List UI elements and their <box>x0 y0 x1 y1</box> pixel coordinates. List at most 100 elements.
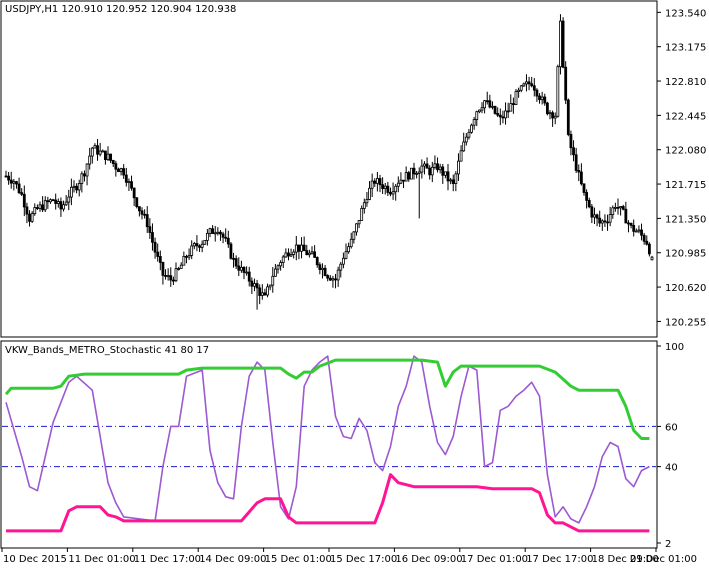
candle-body <box>127 181 131 184</box>
candle-body <box>143 213 147 216</box>
candle-body <box>93 145 97 149</box>
candle-body <box>449 179 453 182</box>
candle-body <box>33 207 37 215</box>
candle-body <box>600 220 604 224</box>
candle-body <box>355 223 358 233</box>
candle-body <box>457 160 460 175</box>
candle-body <box>383 185 387 189</box>
candle-body <box>394 185 398 193</box>
candle-body <box>153 241 157 253</box>
candle-body <box>341 257 345 265</box>
time-tick-label: 15 Dec 17:00 <box>330 554 397 565</box>
candle-body <box>211 228 215 234</box>
candle-body <box>171 279 175 282</box>
candle-body <box>464 136 468 143</box>
candle-body <box>313 251 317 258</box>
time-tick-label: 21 Dec 01:00 <box>630 554 697 565</box>
candle-body <box>498 114 502 118</box>
candle-body <box>360 208 364 221</box>
candle-body <box>624 208 628 224</box>
candle-body <box>192 243 196 247</box>
candle-body <box>347 246 351 253</box>
candle-body <box>25 206 29 215</box>
candle-body <box>391 191 395 195</box>
candle-body <box>72 185 76 188</box>
candle-body <box>198 245 201 248</box>
candle-body <box>135 197 139 208</box>
candle-body <box>161 261 165 276</box>
time-tick-label: 18 Dec 09:00 <box>592 554 659 565</box>
candle-body <box>169 275 173 281</box>
candle-body <box>281 256 285 263</box>
candle-body <box>239 267 243 271</box>
candle-body <box>69 186 73 198</box>
candle-body <box>543 96 547 104</box>
candle-body <box>294 244 298 253</box>
candles <box>4 14 654 310</box>
candle-body <box>276 265 280 270</box>
candle-body <box>493 105 497 114</box>
candle-body <box>545 102 549 115</box>
candle-body <box>496 113 500 116</box>
candle-body <box>650 256 654 261</box>
candle-body <box>85 163 89 177</box>
candle-body <box>559 20 562 68</box>
candle-body <box>49 199 52 203</box>
candle-body <box>258 287 262 296</box>
candle-body <box>151 232 154 243</box>
price-tick-label: 120.620 <box>665 283 706 294</box>
candle-body <box>483 100 487 109</box>
candle-body <box>647 243 651 255</box>
candle-body <box>530 83 534 87</box>
candle-body <box>334 278 337 281</box>
price-tick-label: 122.445 <box>665 111 706 122</box>
time-tick-label: 16 Dec 09:00 <box>395 554 462 565</box>
candle-body <box>409 167 413 180</box>
candle-body <box>187 255 191 258</box>
candle-body <box>4 175 8 178</box>
candle-body <box>491 105 494 108</box>
indicator-tick-label: 60 <box>665 422 678 433</box>
candle-body <box>339 263 343 271</box>
candle-body <box>538 95 541 101</box>
candle-body <box>593 214 596 218</box>
candle-body <box>645 240 649 245</box>
candle-body <box>598 217 602 224</box>
candle-body <box>328 277 332 281</box>
candle-body <box>30 213 34 222</box>
candle-body <box>535 89 539 97</box>
candle-body <box>250 280 254 287</box>
candle-body <box>548 112 552 115</box>
candle-body <box>514 91 518 105</box>
candle-body <box>436 163 439 171</box>
candle-body <box>114 163 118 170</box>
candle-body <box>606 221 609 224</box>
candle-body <box>140 210 144 215</box>
candle-body <box>561 20 565 68</box>
candle-body <box>88 155 92 165</box>
time-tick-label: 10 Dec 2015 <box>3 554 67 565</box>
candle-body <box>349 238 353 248</box>
candle-body <box>430 166 434 176</box>
candle-body <box>501 116 505 119</box>
candle-body <box>511 103 515 105</box>
candle-body <box>174 268 178 282</box>
candle-body <box>527 81 531 85</box>
time-tick-label: 15 Dec 01:00 <box>265 554 332 565</box>
candle-body <box>585 192 589 201</box>
candle-body <box>485 100 489 103</box>
candle-body <box>564 66 568 101</box>
indicator-series-line <box>4 358 650 440</box>
candle-body <box>370 180 374 189</box>
indicator-tick-label: 100 <box>665 342 684 353</box>
indicator-lines <box>4 355 650 533</box>
price-tick-label: 120.985 <box>665 249 706 260</box>
candle-body <box>219 231 222 235</box>
candle-body <box>59 201 63 210</box>
price-tick-label: 122.080 <box>665 146 706 157</box>
candle-body <box>315 257 319 266</box>
candle-body <box>556 66 560 117</box>
candle-body <box>480 107 484 111</box>
candle-body <box>190 245 194 256</box>
candle-body <box>640 229 643 236</box>
